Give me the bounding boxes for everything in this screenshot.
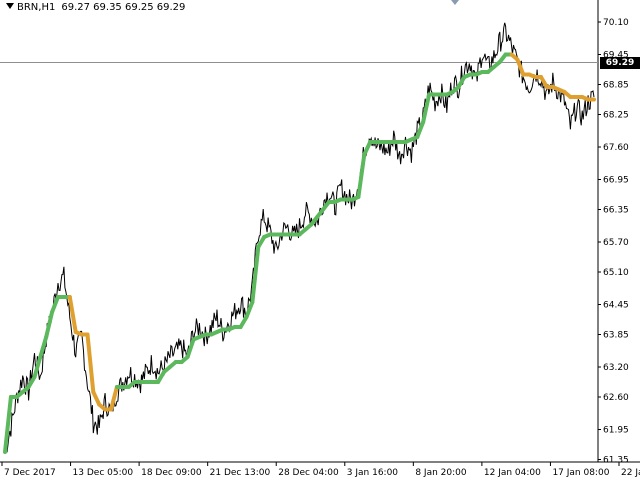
trend-indicator-segment — [356, 152, 367, 199]
x-tick-label: 17 Jan 08:00 — [552, 468, 609, 478]
trend-indicator-segment — [515, 57, 526, 77]
x-tick-label: 18 Dec 09:00 — [141, 468, 202, 478]
trend-indicator-segment — [3, 395, 13, 454]
y-tick-label: 63.20 — [603, 363, 629, 373]
trend-indicator-segment — [185, 337, 196, 359]
y-tick-label: 70.10 — [603, 18, 629, 28]
x-tick-label: 22 Jan 12:00 — [621, 468, 640, 478]
x-tick-label: 12 Jan 04:00 — [484, 468, 541, 478]
trend-indicator-segment — [50, 295, 60, 314]
chart-header: BRN,H1 69.27 69.35 69.25 69.29 — [6, 2, 185, 13]
x-tick-label: 8 Jan 20:00 — [415, 468, 467, 478]
trend-indicator-segment — [32, 355, 43, 379]
y-tick-label: 63.85 — [603, 331, 629, 341]
y-tick-label: 61.35 — [603, 456, 629, 466]
chart-shift-marker-icon[interactable] — [451, 0, 459, 5]
y-tick-label: 68.25 — [603, 111, 629, 121]
x-tick-label: 13 Dec 05:00 — [73, 468, 134, 478]
price-series-line — [4, 22, 595, 453]
y-tick-label: 64.45 — [603, 301, 629, 311]
chart-menu-triangle-icon[interactable] — [6, 3, 14, 9]
trend-indicator-segment — [250, 245, 261, 304]
trend-indicator-segment — [244, 300, 255, 319]
trend-indicator-segment — [421, 92, 432, 124]
trend-indicator-segment — [91, 390, 102, 407]
x-tick-label: 7 Dec 2017 — [4, 468, 56, 478]
y-tick-label: 65.10 — [603, 268, 629, 278]
x-tick-label: 28 Dec 04:00 — [278, 468, 339, 478]
y-tick-label: 65.70 — [603, 238, 629, 248]
trend-indicator-segment — [67, 295, 78, 334]
y-tick-label: 68.85 — [603, 81, 629, 91]
trend-indicator-segment — [38, 335, 49, 359]
current-price-tag: 69.29 — [600, 57, 640, 69]
x-tick-label: 21 Dec 13:00 — [210, 468, 271, 478]
y-tick-label: 66.95 — [603, 176, 629, 186]
y-tick-label: 61.95 — [603, 426, 629, 436]
y-tick-label: 67.60 — [603, 143, 629, 153]
trend-indicator-segment — [109, 385, 119, 412]
ohlc-label: 69.27 69.35 69.25 69.29 — [61, 2, 186, 13]
trend-indicator-segment — [415, 120, 426, 139]
y-tick-label: 69.45 — [603, 51, 629, 61]
trend-indicator-segment — [44, 310, 55, 339]
trend-indicator-segment — [85, 332, 96, 394]
trend-indicator-segment — [362, 140, 373, 157]
y-tick-label: 66.35 — [603, 206, 629, 216]
x-tick-label: 3 Jan 16:00 — [347, 468, 399, 478]
y-tick-label: 62.60 — [603, 393, 629, 403]
symbol-label: BRN,H1 — [17, 2, 56, 13]
